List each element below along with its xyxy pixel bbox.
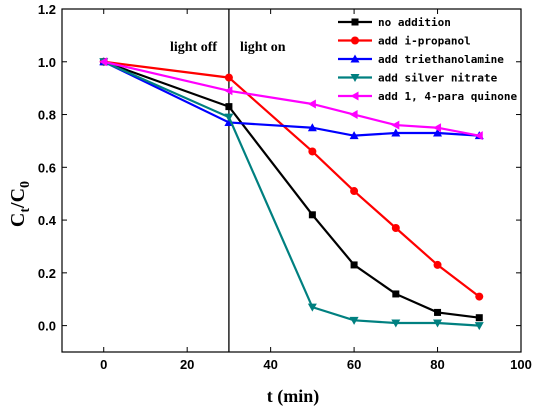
data-point — [224, 86, 233, 96]
y-tick-label: 0.4 — [38, 213, 57, 228]
data-point — [475, 292, 484, 301]
data-point — [307, 123, 317, 132]
x-tick-label: 100 — [510, 357, 532, 372]
x-tick-label: 0 — [100, 357, 107, 372]
data-point — [99, 57, 108, 67]
data-point — [474, 131, 483, 141]
legend-label: add triethanolamine — [378, 53, 504, 66]
data-point — [349, 131, 359, 140]
data-point — [225, 103, 233, 111]
data-point — [392, 290, 400, 298]
series-add-1-4-para-quinone — [99, 57, 483, 141]
data-point — [434, 308, 442, 316]
x-tick-label: 40 — [263, 357, 277, 372]
legend-label: add silver nitrate — [378, 72, 498, 85]
series-add-i-propanol — [99, 57, 484, 301]
data-point — [433, 260, 442, 269]
data-point — [351, 36, 359, 45]
y-tick-label: 0.2 — [38, 266, 56, 281]
data-point — [350, 91, 359, 101]
data-point — [433, 128, 443, 137]
data-point — [391, 319, 401, 328]
x-axis-title: t (min) — [267, 386, 320, 407]
data-point — [475, 314, 483, 322]
y-axis-title: Ct/C0 — [7, 181, 33, 227]
annotation-light-on: light on — [240, 40, 286, 55]
y-tick-label: 0.8 — [38, 108, 56, 123]
data-point — [350, 54, 360, 63]
data-point — [349, 316, 359, 325]
legend: no addition add i-propanol add triethanola… — [338, 16, 517, 103]
legend-label: add i-propanol — [378, 35, 471, 48]
axes-layer: 0 20 40 60 80 100 0.0 0.2 0.4 0.6 0.8 1.0 1.2 — [38, 2, 532, 372]
data-point — [307, 303, 317, 312]
data-point — [433, 123, 442, 133]
y-tick-label: 1.0 — [38, 55, 56, 70]
series-layer — [99, 57, 484, 331]
data-point — [308, 147, 317, 156]
data-point — [224, 73, 233, 82]
legend-label: no addition — [378, 16, 451, 29]
y-tick-label: 0.0 — [38, 319, 56, 334]
data-point — [474, 322, 484, 331]
data-point — [224, 113, 234, 122]
data-point — [350, 261, 358, 269]
plot-frame — [61, 8, 522, 353]
data-point — [391, 223, 400, 232]
x-tick-label: 60 — [347, 357, 361, 372]
data-point — [307, 99, 316, 109]
y-tick-label: 1.2 — [38, 2, 56, 17]
annotation-light-off: light off — [170, 40, 217, 55]
y-tick-label: 0.6 — [38, 160, 56, 175]
data-point — [391, 128, 401, 137]
data-point — [350, 74, 360, 82]
data-point — [391, 120, 400, 130]
data-point — [308, 211, 316, 219]
x-tick-label: 80 — [430, 357, 444, 372]
data-point — [350, 187, 359, 196]
legend-label: add 1, 4-para quinone — [378, 90, 517, 103]
x-tick-label: 20 — [180, 357, 194, 372]
data-point — [351, 18, 359, 26]
data-point — [349, 110, 358, 120]
data-point — [433, 319, 443, 328]
